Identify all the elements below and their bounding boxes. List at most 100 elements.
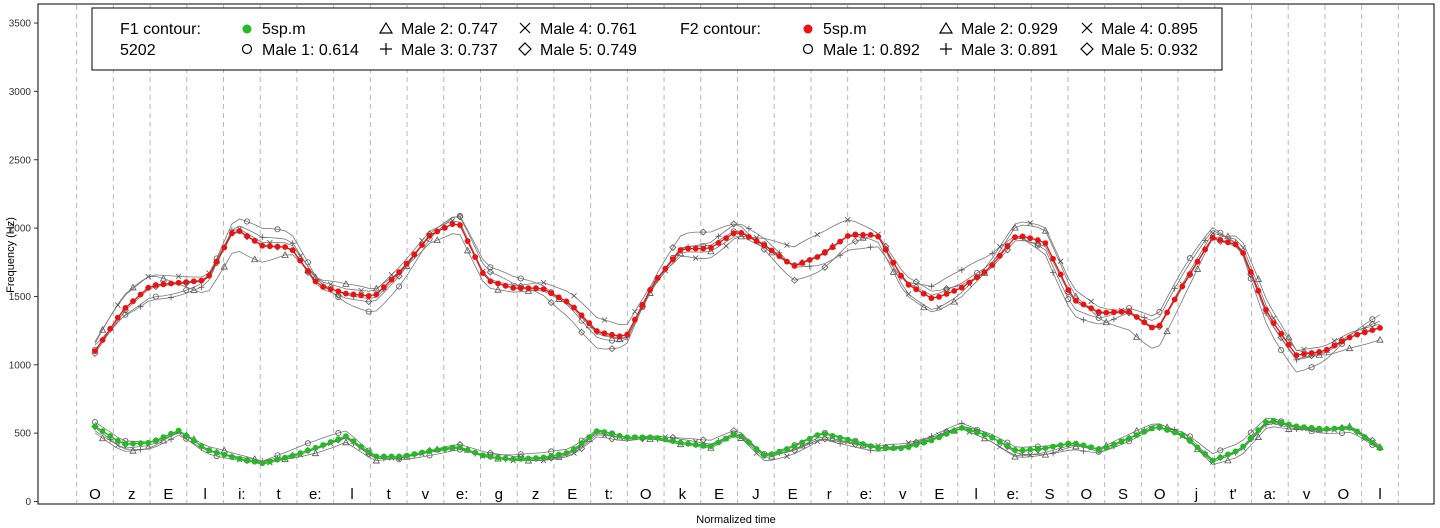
main-contour-point bbox=[662, 265, 669, 272]
speaker-point bbox=[289, 240, 296, 247]
main-contour-point bbox=[1247, 435, 1254, 442]
main-contour-point bbox=[738, 230, 745, 236]
speaker-point bbox=[311, 449, 320, 457]
main-contour-point bbox=[517, 285, 524, 292]
main-contour-point bbox=[730, 230, 737, 237]
main-contour-point bbox=[1232, 448, 1239, 455]
speaker-point bbox=[905, 291, 912, 297]
main-contour-point bbox=[867, 443, 874, 450]
main-contour-point bbox=[601, 429, 608, 435]
speaker-point bbox=[1278, 347, 1285, 354]
main-contour-point bbox=[1316, 349, 1323, 355]
main-contour-point bbox=[723, 435, 729, 442]
main-contour-point bbox=[1179, 283, 1186, 290]
main-contour-point bbox=[928, 295, 935, 302]
speaker-point bbox=[609, 337, 616, 344]
speaker-point bbox=[183, 287, 190, 294]
main-contour-point bbox=[1088, 305, 1094, 312]
main-contour-point bbox=[350, 438, 357, 444]
main-contour-point bbox=[175, 279, 182, 286]
speaker-point bbox=[1224, 456, 1232, 464]
segment-label: e: bbox=[1007, 486, 1020, 503]
speaker-point bbox=[1254, 433, 1263, 440]
main-contour-point bbox=[928, 437, 935, 444]
main-contour-point bbox=[708, 443, 714, 450]
main-contour-point bbox=[502, 455, 509, 462]
main-contour-point bbox=[206, 447, 213, 454]
speaker-point bbox=[997, 443, 1003, 450]
main-contour-point bbox=[419, 449, 425, 456]
main-contour-point bbox=[624, 434, 631, 441]
legend-f2-male1-marker bbox=[802, 43, 814, 55]
main-contour-point bbox=[738, 433, 745, 440]
main-contour-point bbox=[829, 433, 836, 439]
main-contour-point bbox=[411, 251, 418, 258]
segment-label: O bbox=[1080, 486, 1092, 503]
main-contour-point bbox=[1042, 445, 1049, 451]
main-contour-point bbox=[837, 434, 843, 441]
main-contour-point bbox=[578, 440, 585, 446]
speaker-point bbox=[601, 317, 608, 323]
main-contour-point bbox=[122, 305, 129, 311]
main-contour-point bbox=[890, 259, 897, 266]
speaker-point bbox=[115, 442, 121, 449]
legend-f1-male1-marker bbox=[241, 43, 253, 55]
segment-label: t: bbox=[605, 486, 613, 503]
main-contour-point bbox=[882, 445, 889, 452]
main-contour-point bbox=[761, 242, 767, 249]
main-contour-point bbox=[327, 286, 334, 292]
segment-label: O bbox=[640, 486, 652, 503]
main-contour-point bbox=[1187, 437, 1193, 444]
main-contour-point bbox=[510, 456, 517, 462]
speaker-point bbox=[1133, 333, 1141, 340]
main-contour-point bbox=[130, 440, 136, 447]
main-contour-point bbox=[1293, 352, 1300, 359]
y-axis: 0 500 1000 1500 2000 2500 3000 3500 bbox=[9, 19, 38, 508]
main-contour-point bbox=[715, 240, 722, 246]
main-contour-point bbox=[1012, 234, 1018, 241]
main-contour-point bbox=[190, 278, 197, 285]
speaker-point bbox=[837, 252, 844, 259]
segment-label: l bbox=[974, 486, 977, 503]
speaker-point bbox=[723, 243, 729, 249]
main-contour-point bbox=[381, 453, 387, 460]
main-contour-point bbox=[639, 301, 646, 308]
main-contour-point bbox=[251, 237, 258, 244]
speaker-point bbox=[632, 308, 638, 315]
main-contour-point bbox=[464, 238, 471, 245]
main-contour-point bbox=[814, 254, 821, 260]
plot-frame bbox=[37, 3, 1435, 505]
main-contour-point bbox=[1346, 334, 1353, 341]
main-contour-point bbox=[99, 428, 106, 435]
main-contour-point bbox=[1354, 331, 1361, 338]
speaker-point bbox=[335, 294, 342, 301]
main-contour-point bbox=[920, 439, 927, 446]
main-contour-point bbox=[822, 249, 828, 256]
main-contour-point bbox=[1126, 308, 1132, 315]
main-contour-point bbox=[411, 451, 418, 457]
x-axis-title: Normalized time bbox=[696, 514, 775, 526]
main-contour-point bbox=[1293, 423, 1300, 430]
speaker-point bbox=[540, 279, 547, 286]
speaker-point bbox=[889, 268, 898, 275]
main-contour-point bbox=[267, 243, 273, 250]
main-contour-point bbox=[882, 246, 889, 253]
speaker-point bbox=[220, 262, 228, 270]
segment-label: z bbox=[128, 486, 136, 503]
main-contour-point bbox=[563, 450, 570, 456]
main-contour-point bbox=[92, 423, 98, 430]
main-contour-point bbox=[1118, 438, 1125, 445]
main-contour-point bbox=[730, 432, 737, 438]
main-contour-point bbox=[1247, 269, 1254, 275]
segment-label: a: bbox=[1264, 486, 1277, 503]
main-contour-point bbox=[1270, 320, 1277, 326]
legend-f1-main-label: 5sp.m bbox=[262, 21, 306, 38]
speaker-point bbox=[388, 272, 395, 278]
main-contour-point bbox=[1019, 233, 1026, 240]
main-contour-point bbox=[1225, 451, 1231, 458]
main-contour-point bbox=[510, 285, 517, 291]
speaker-point bbox=[159, 274, 168, 282]
y-tick-label: 1500 bbox=[9, 292, 32, 303]
speaker-point bbox=[372, 456, 381, 464]
main-contour-point bbox=[1042, 240, 1049, 247]
